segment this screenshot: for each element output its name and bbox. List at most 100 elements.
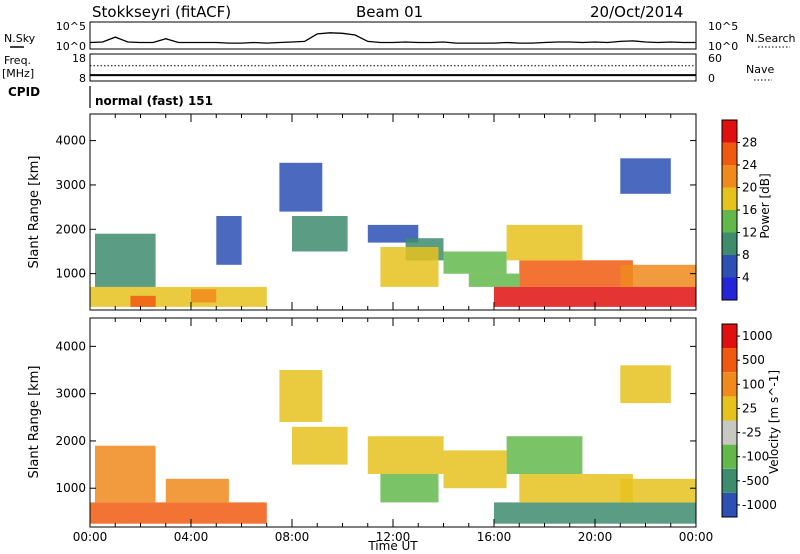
colorbar-segment <box>722 396 737 421</box>
colorbar-tick-label: -25 <box>742 426 762 440</box>
echo-region <box>292 216 348 252</box>
y-tick-label: 3000 <box>55 178 86 192</box>
noise-panel: N.Sky 10^5 10^0 10^5 10^0 N.Search <box>4 20 796 53</box>
radar-title: Stokkseyri (fitACF) <box>92 3 231 21</box>
colorbar-tick-label: 12 <box>742 226 757 240</box>
y-tick-label: 4000 <box>55 339 86 353</box>
nave-label: Nave <box>746 63 774 76</box>
echo-region <box>494 502 696 524</box>
echo-region <box>443 251 507 274</box>
frequency-panel: Freq. [MHz] 18 8 60 0 Nave <box>2 52 774 85</box>
frequency-unit: [MHz] <box>2 67 34 80</box>
colorbar-segment <box>722 165 737 188</box>
colorbar-segment <box>722 255 737 278</box>
echo-region <box>380 474 439 503</box>
colorbar-segment <box>722 492 737 517</box>
noise-right-tick-bottom: 10^0 <box>708 40 738 53</box>
colorbar-tick-label: -1000 <box>742 498 777 512</box>
echo-region <box>519 260 633 287</box>
colorbar-segment <box>722 324 737 349</box>
x-tick-label: 00:00 <box>73 530 108 544</box>
date-label: 20/Oct/2014 <box>590 3 683 21</box>
colorbar-tick-label: 28 <box>742 136 757 150</box>
colorbar-tick-label: 500 <box>742 353 765 367</box>
echo-region <box>165 478 229 503</box>
echo-region <box>380 247 439 287</box>
echo-region <box>191 289 217 303</box>
velocity-y-axis-label: Slant Range [km] <box>27 366 42 479</box>
echo-region <box>620 478 697 503</box>
colorbar-segment <box>722 187 737 210</box>
y-tick-label: 1000 <box>55 267 86 281</box>
colorbar-tick-label: -500 <box>742 474 769 488</box>
echo-region <box>620 264 697 287</box>
echo-region <box>292 426 348 465</box>
echo-region <box>506 224 583 261</box>
cpid-panel: CPID normal (fast) 151 <box>8 85 213 108</box>
y-tick-label: 3000 <box>55 387 86 401</box>
frequency-label: Freq. <box>4 54 31 67</box>
y-tick-label: 2000 <box>55 222 86 236</box>
echo-region <box>468 273 520 287</box>
colorbar-segment <box>722 232 737 255</box>
colorbar-segment <box>722 277 737 300</box>
x-tick-label: 04:00 <box>174 530 209 544</box>
velocity-panel: 1000 2000 3000 4000 00:00 04:00 08:00 12:00 16:… <box>27 317 781 553</box>
colorbar-tick-label: 25 <box>742 401 757 415</box>
noise-left-label: N.Sky <box>4 32 36 45</box>
echo-region <box>367 224 419 243</box>
noise-right-tick-top: 10^5 <box>708 20 738 33</box>
noise-panel-frame <box>89 21 697 50</box>
echo-region <box>90 502 267 524</box>
power-colorbar-label: Power [dB] <box>758 173 772 238</box>
colorbar-segment <box>722 444 737 469</box>
x-tick-label: 16:00 <box>477 530 512 544</box>
colorbar-tick-label: 4 <box>742 271 750 285</box>
nave-tick-bottom: 0 <box>708 72 715 85</box>
colorbar-tick-label: 1000 <box>742 329 773 343</box>
colorbar-segment <box>722 372 737 397</box>
echo-region <box>519 474 633 503</box>
echo-region <box>367 436 444 474</box>
nave-tick-top: 60 <box>708 52 722 65</box>
echo-region <box>90 286 267 307</box>
colorbar-tick-label: 8 <box>742 248 750 262</box>
echo-region <box>216 216 242 265</box>
echo-region <box>443 450 507 489</box>
x-tick-label: 12:00 <box>376 530 411 544</box>
frequency-panel-frame <box>89 53 697 82</box>
colorbar-segment <box>722 348 737 373</box>
echo-region <box>494 286 696 307</box>
colorbar-tick-label: 20 <box>742 181 757 195</box>
colorbar-segment <box>722 468 737 493</box>
colorbar-tick-label: 24 <box>742 158 757 172</box>
power-panel: 1000 2000 3000 4000 Slant Range [km] 4 8 12 16… <box>27 113 772 311</box>
x-axis-label: Time UT <box>367 539 418 553</box>
x-tick-label: 20:00 <box>578 530 613 544</box>
colorbar-tick-label: 100 <box>742 377 765 391</box>
noise-left-tick-top: 10^5 <box>56 20 86 33</box>
frequency-tick-top: 18 <box>72 52 86 65</box>
x-tick-label: 08:00 <box>275 530 310 544</box>
colorbar-tick-label: 16 <box>742 203 757 217</box>
echo-region <box>130 295 156 307</box>
frequency-tick-bottom: 8 <box>79 72 86 85</box>
colorbar-segment <box>722 420 737 445</box>
echo-region <box>95 233 156 287</box>
power-y-axis-label: Slant Range [km] <box>27 156 42 269</box>
echo-region <box>279 162 323 212</box>
echo-region <box>620 158 671 194</box>
noise-right-label: N.Search <box>746 32 796 45</box>
colorbar-segment <box>722 210 737 233</box>
velocity-colorbar-label: Velocity [m s^-1] <box>767 370 781 474</box>
noise-sky-line <box>89 32 696 44</box>
noise-left-tick-bottom: 10^0 <box>56 40 86 53</box>
cpid-label: CPID <box>8 85 40 99</box>
x-tick-label: 00:00 <box>679 530 714 544</box>
y-tick-label: 1000 <box>55 481 86 495</box>
echo-region <box>506 436 583 474</box>
colorbar-tick-label: -100 <box>742 450 769 464</box>
y-tick-label: 2000 <box>55 434 86 448</box>
y-tick-label: 4000 <box>55 134 86 148</box>
